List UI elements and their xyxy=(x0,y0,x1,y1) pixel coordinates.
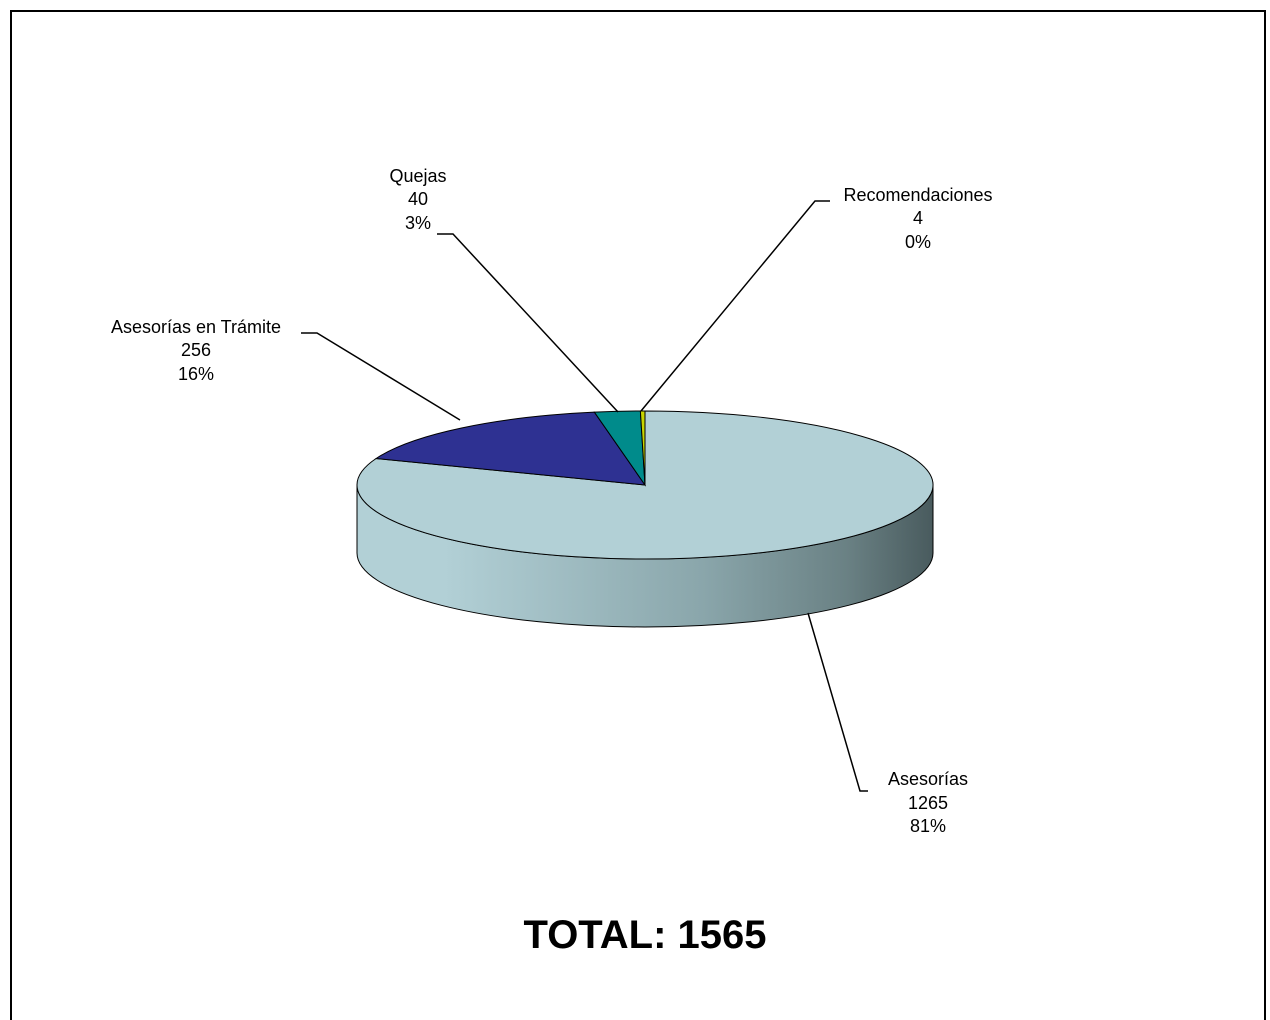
label-quejas-name: Quejas xyxy=(389,166,446,186)
label-asesorias: Asesorías 1265 81% xyxy=(888,769,968,836)
leader-asesorias-en-tramite xyxy=(301,332,461,421)
pie-group xyxy=(356,410,934,628)
total-label: TOTAL: 1565 xyxy=(523,913,766,957)
label-asesorias-en-tramite-value: 256 xyxy=(181,340,211,360)
label-asesorias-en-tramite-name: Asesorías en Trámite xyxy=(111,317,281,337)
label-quejas-percent: 3% xyxy=(405,213,431,233)
leader-quejas xyxy=(437,233,619,413)
label-asesorias-en-tramite: Asesorías en Trámite 256 16% xyxy=(111,317,281,384)
leader-recomendaciones xyxy=(640,200,830,412)
slice-recomendaciones xyxy=(639,410,646,486)
leader-asesorias xyxy=(807,612,868,792)
leader-lines xyxy=(301,200,868,792)
label-recomendaciones-percent: 0% xyxy=(905,232,931,252)
label-asesorias-value: 1265 xyxy=(908,793,948,813)
slice-asesorias-en-tramite xyxy=(374,411,647,486)
label-recomendaciones: Recomendaciones 4 0% xyxy=(843,185,992,252)
label-recomendaciones-name: Recomendaciones xyxy=(843,185,992,205)
label-asesorias-name: Asesorías xyxy=(888,769,968,789)
label-asesorias-en-tramite-percent: 16% xyxy=(178,364,214,384)
label-recomendaciones-value: 4 xyxy=(913,208,923,228)
label-quejas-value: 40 xyxy=(408,189,428,209)
label-asesorias-percent: 81% xyxy=(910,816,946,836)
label-quejas: Quejas 40 3% xyxy=(389,166,446,233)
